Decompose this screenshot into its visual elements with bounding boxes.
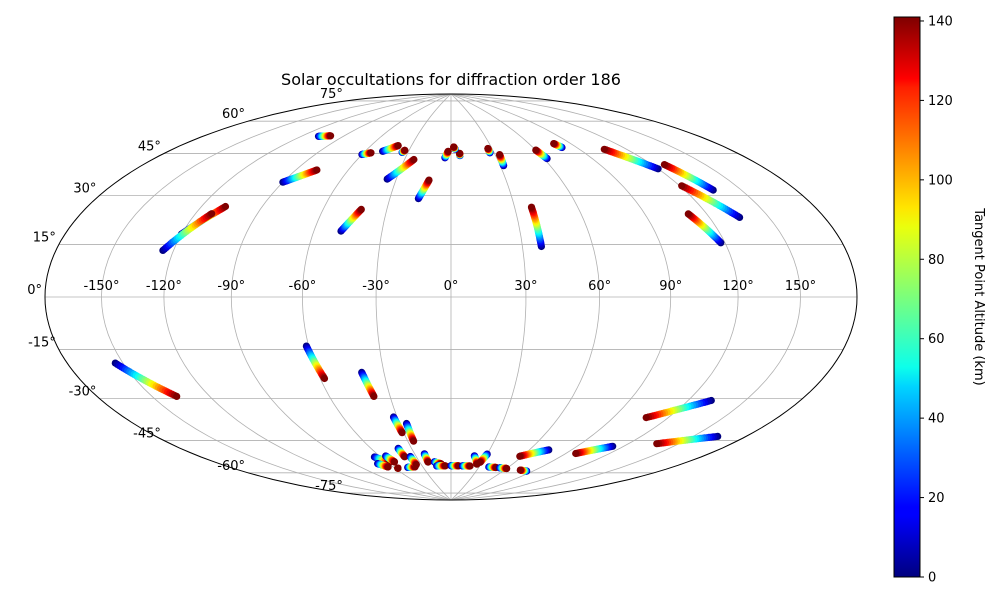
occultation-point [173,392,181,400]
occultation-point [424,458,432,466]
occultation-point [456,149,464,157]
colorbar-ticks: 0 20 40 60 80 100 120 140 [920,14,953,586]
lat-tick-label: 0° [27,283,42,298]
lat-tick-label: 30° [73,182,96,197]
lon-tick-label: 60° [588,279,611,294]
occultation-point [410,437,418,445]
occultation-point [550,140,558,148]
lat-tick-label: -45° [133,427,161,442]
occultation-point [327,132,335,140]
lat-tick-label: 60° [222,107,245,122]
occultation-point [370,392,378,400]
lon-tick-label: -90° [217,279,245,294]
chart-title: Solar occultations for diffraction order… [281,70,621,89]
occultation-point [653,440,661,448]
colorbar-tick-label: 80 [928,253,945,268]
lat-tick-label: 15° [33,230,56,245]
colorbar-gradient [893,16,921,578]
colorbar-tick-label: 140 [928,14,953,29]
occultation-point [398,429,406,437]
occultation-point [516,452,524,460]
occultation-point [496,151,504,159]
occultation-point [642,414,650,422]
lat-tick-label: 75° [320,87,343,102]
occultation-point [450,143,458,151]
occultation-point [357,205,365,213]
lon-tick-label: 90° [659,279,682,294]
lon-tick-label: -60° [289,279,317,294]
occultation-point [441,462,449,470]
occultation-point [466,462,474,470]
lat-tick-label: -60° [217,459,245,474]
colorbar-tick-label: 0 [928,571,936,586]
occultation-point [516,466,524,474]
colorbar-tick-label: 120 [928,94,953,109]
occultation-tracks [111,132,744,475]
occultation-point [410,155,418,164]
occultation-point [401,146,409,154]
lon-tick-label: -150° [83,279,119,294]
occultation-point [221,202,230,211]
occultation-point [476,458,484,466]
occultation-point [394,464,402,472]
lat-tick-label: -15° [28,336,56,351]
lon-tick-label: -120° [146,279,182,294]
colorbar-tick-label: 20 [928,491,945,506]
occultation-point [532,146,540,154]
map-boundary [44,93,858,501]
occultation-point [425,176,433,184]
grid-lines [45,93,857,501]
occultation-point [313,166,321,174]
occultation-point [527,203,536,211]
occultation-point [394,142,402,150]
occultation-point [320,374,329,383]
occultation-point [384,463,392,471]
occultation-point [208,210,216,218]
occultation-point [572,449,580,458]
lon-tick-label: 0° [444,279,459,294]
occultation-point [367,149,375,157]
colorbar-tick-label: 100 [928,173,953,188]
lon-tick-label: 150° [785,279,816,294]
lon-tick-label: 120° [722,279,753,294]
occultation-point [412,461,420,469]
occultation-point [503,464,511,473]
lat-tick-label: -30° [69,385,97,400]
colorbar-label: Tangent Point Altitude (km) [971,207,986,385]
colorbar-tick-label: 40 [928,412,945,427]
occultation-point [660,161,669,169]
lon-tick-label: 30° [514,279,537,294]
occultation-point [401,453,409,461]
colorbar-tick-label: 60 [928,332,945,347]
occultation-point [484,144,492,153]
colorbar: 0 20 40 60 80 100 120 140 Tangent Point Altitud… [893,14,986,586]
occultation-point [678,182,686,190]
lat-tick-label: -75° [315,479,343,494]
occultation-point [444,147,452,155]
occultation-point [390,458,399,466]
occultation-point [684,210,692,218]
lat-tick-label: 45° [138,139,161,154]
axis-tick-labels: -150° -120° -90° -60° -30° 0° 30° 60° 90° 120° 150… [27,87,816,494]
lon-tick-label: -30° [362,279,390,294]
occultation-point [600,145,608,153]
